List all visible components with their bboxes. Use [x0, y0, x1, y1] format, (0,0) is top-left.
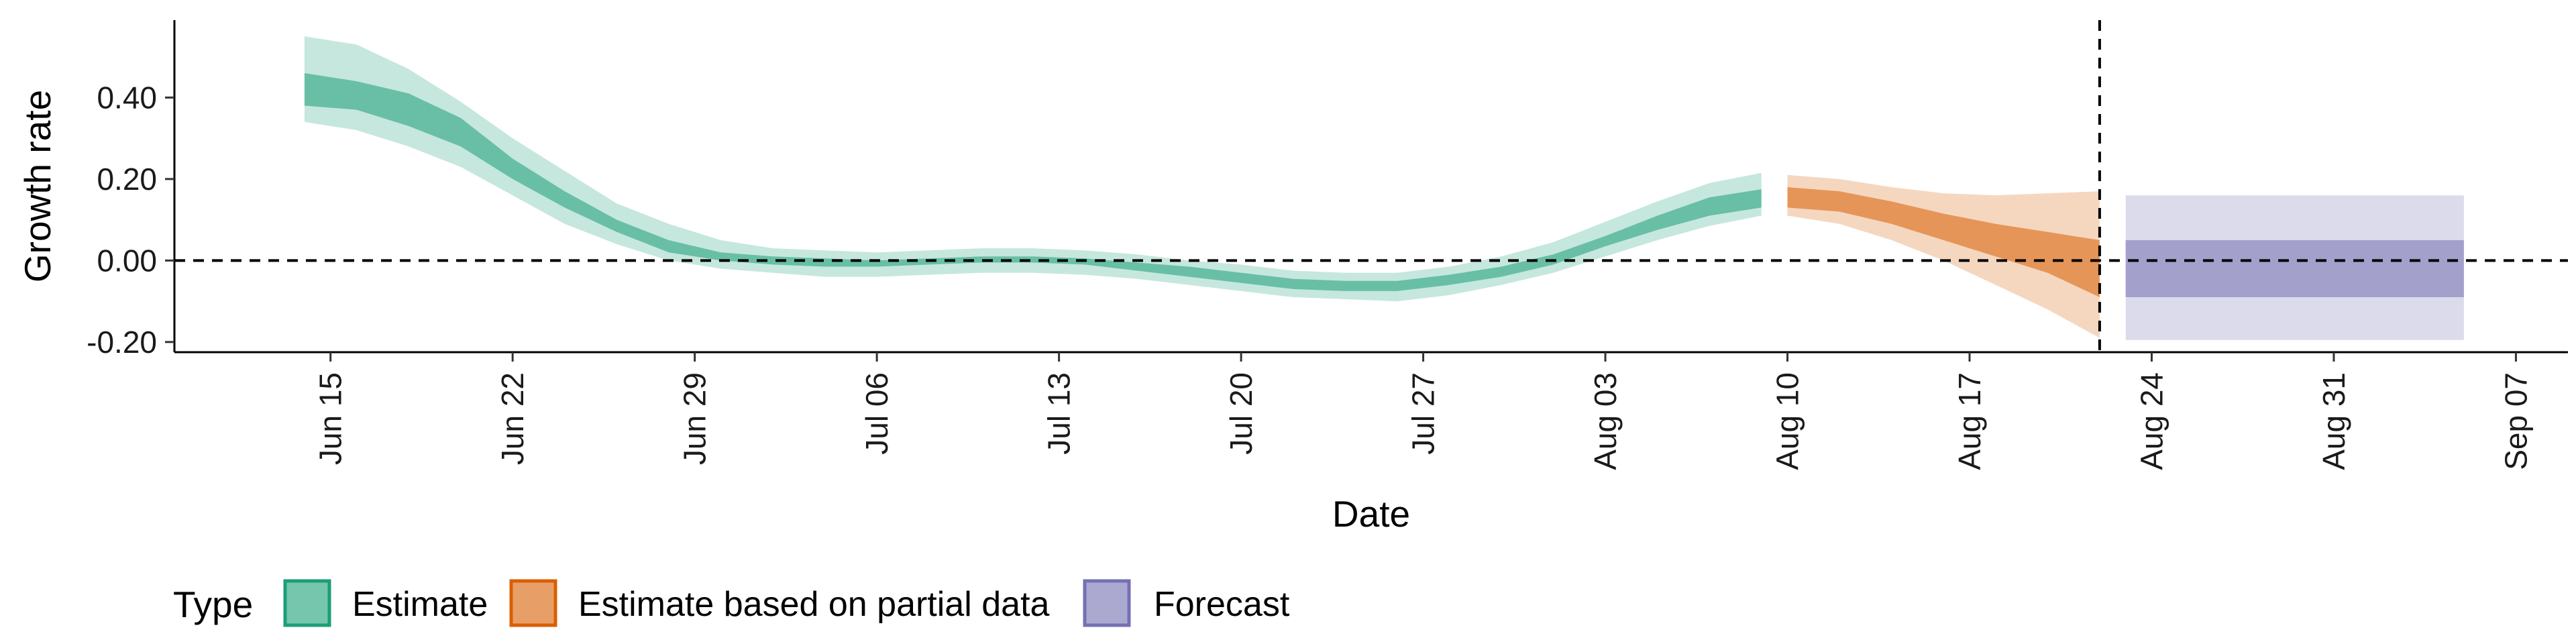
estimate-based-on-partial-data-legend-label: Estimate based on partial data	[578, 585, 1050, 624]
estimate-based-on-partial-data-band-50	[1787, 187, 2100, 297]
x-tick-label: Jul 20	[1224, 372, 1258, 455]
x-tick-label: Sep 07	[2498, 372, 2533, 470]
x-tick-label: Aug 03	[1588, 372, 1623, 470]
y-tick-label: 0.00	[97, 243, 157, 278]
x-axis-title: Date	[1332, 493, 1410, 535]
y-tick-layer: -0.20 0.00 0.20 0.40	[87, 80, 174, 360]
y-axis-title: Growth rate	[17, 90, 58, 282]
y-tick-label: -0.20	[87, 325, 157, 360]
x-tick-label: Jul 13	[1042, 372, 1077, 455]
legend-items: Estimate Estimate based on partial data Fo…	[283, 579, 1290, 627]
axes-layer	[173, 20, 2568, 354]
forecast-legend-label: Forecast	[1154, 585, 1290, 624]
x-tick-label: Jun 22	[495, 372, 530, 465]
x-tick-label: Aug 24	[2134, 372, 2169, 470]
x-tick-label: Jun 15	[313, 372, 348, 465]
reference-lines	[174, 20, 2568, 352]
estimate-band-50	[304, 73, 1762, 291]
y-tick-label: 0.40	[97, 80, 157, 115]
x-tick-label: Aug 31	[2316, 372, 2351, 470]
estimate-based-on-partial-data-legend-key	[509, 579, 557, 627]
x-tick-label: Jul 27	[1406, 372, 1441, 455]
estimate-legend-label: Estimate	[352, 585, 488, 624]
estimate-band-90	[304, 36, 1762, 302]
x-tick-label: Jul 06	[859, 372, 894, 455]
legend: Type Estimate Estimate based on partial d…	[173, 579, 1290, 627]
legend-title: Type	[173, 584, 253, 625]
forecast-legend-key	[1083, 579, 1131, 627]
x-tick-label: Jun 29	[678, 372, 712, 465]
bands-layer	[304, 36, 2464, 340]
y-tick-label: 0.20	[97, 162, 157, 197]
x-tick-label: Aug 10	[1770, 372, 1805, 470]
x-tick-layer: Jun 15 Jun 22 Jun 29 Jul 06 Jul 13 Jul 20 Jul …	[313, 352, 2533, 470]
forecast-band-50	[2125, 240, 2464, 297]
estimate-legend-key	[283, 579, 331, 627]
x-tick-label: Aug 17	[1952, 372, 1987, 470]
